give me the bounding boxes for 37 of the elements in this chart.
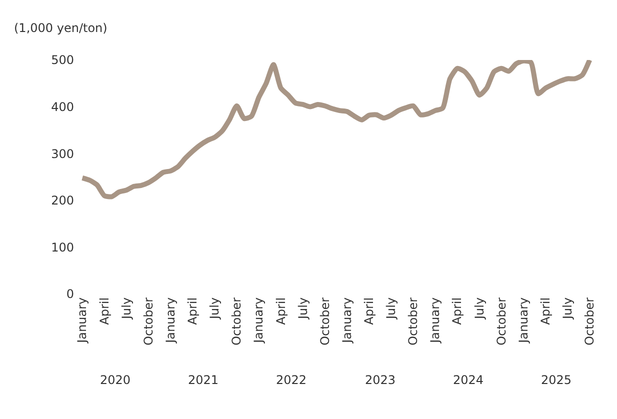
x-tick-label: January bbox=[516, 297, 530, 344]
x-tick-label: July bbox=[472, 297, 486, 320]
x-tick-label: April bbox=[450, 297, 464, 325]
x-tick-label: April bbox=[362, 297, 376, 325]
x-tick-label: July bbox=[296, 297, 310, 320]
x-tick-label: July bbox=[560, 297, 574, 320]
x-tick-label: January bbox=[340, 297, 354, 344]
x-tick-label: April bbox=[97, 297, 112, 325]
text: 2020 bbox=[100, 373, 131, 387]
x-tick-label: October bbox=[230, 297, 244, 346]
x-tick-label: January bbox=[428, 297, 442, 344]
x-tick-label: April bbox=[186, 297, 200, 325]
y-tick-label: 200 bbox=[51, 194, 74, 208]
x-tick-label: October bbox=[582, 297, 597, 346]
text: 2023 bbox=[365, 373, 396, 387]
x-tick-label: January bbox=[163, 297, 178, 344]
x-tick-label: October bbox=[406, 297, 420, 346]
x-tick-label: July bbox=[119, 297, 134, 320]
x-tick-label: April bbox=[538, 297, 552, 325]
x-tick-label: October bbox=[318, 297, 332, 346]
text: 2024 bbox=[453, 373, 484, 387]
x-tick-label: January bbox=[75, 297, 90, 344]
x-tick-label: April bbox=[274, 297, 288, 325]
x-tick-label: January bbox=[252, 297, 266, 344]
y-tick-label: 0 bbox=[66, 287, 74, 302]
y-tick-label: 300 bbox=[51, 146, 74, 161]
text: 2021 bbox=[188, 373, 219, 387]
x-tick-label: July bbox=[208, 297, 222, 320]
y-axis-title: (1,000 yen/ton) bbox=[14, 21, 108, 35]
y-tick-label: 400 bbox=[51, 100, 74, 114]
x-tick-label: October bbox=[494, 297, 508, 346]
text: 2025 bbox=[541, 373, 572, 387]
y-tick-label: 100 bbox=[51, 240, 74, 254]
text: 2022 bbox=[276, 373, 307, 387]
x-tick-label: October bbox=[141, 297, 156, 346]
y-tick-label: 500 bbox=[51, 53, 74, 68]
x-tick-label: July bbox=[384, 297, 398, 320]
